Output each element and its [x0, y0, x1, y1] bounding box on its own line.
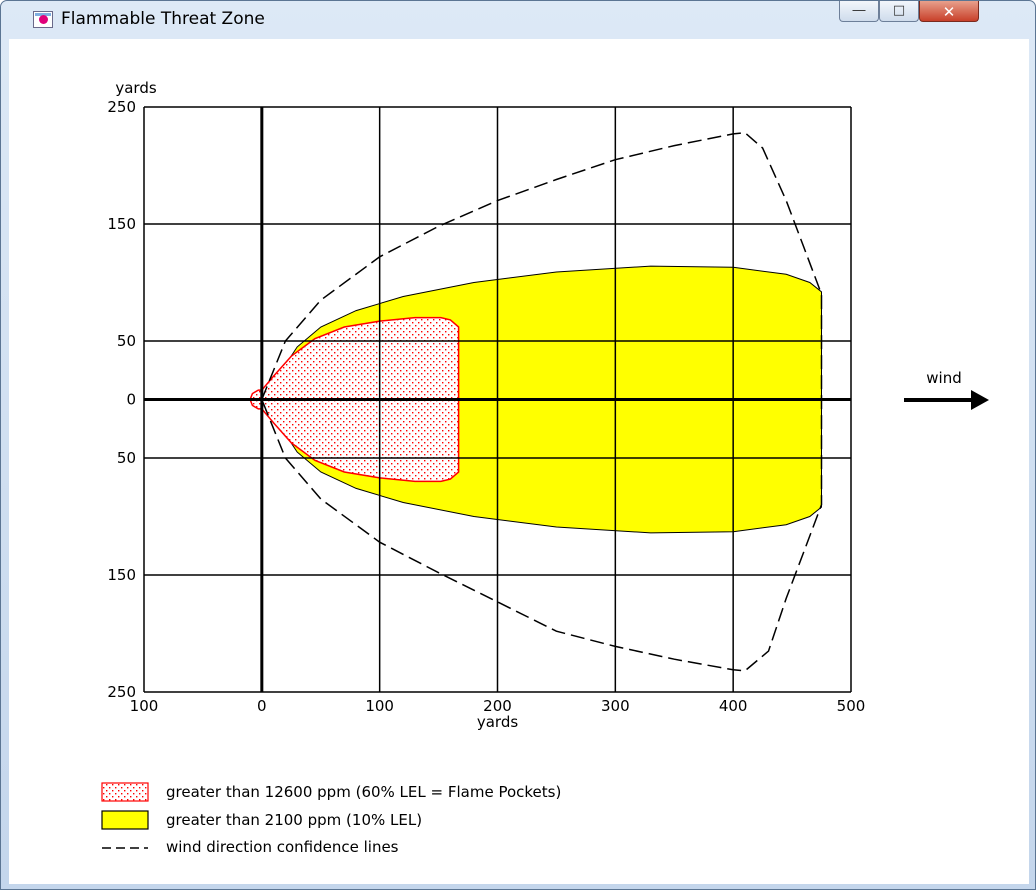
- x-tick-label-1: 0: [257, 697, 267, 715]
- legend-swatch-2100ppm: [101, 810, 149, 830]
- maximize-icon: □: [892, 3, 906, 18]
- x-axis-title: yards: [477, 713, 518, 731]
- close-button[interactable]: ✕: [919, 1, 979, 22]
- legend-label-2: wind direction confidence lines: [166, 838, 399, 856]
- legend-label-1: greater than 2100 ppm (10% LEL): [166, 811, 422, 829]
- y-tick-label-1: 150: [107, 215, 136, 233]
- y-tick-label-5: 150: [107, 566, 136, 584]
- wind-label: wind: [926, 369, 961, 387]
- maximize-button[interactable]: □: [879, 1, 919, 22]
- x-tick-label-0: 100: [130, 697, 159, 715]
- x-tick-label-5: 400: [719, 697, 748, 715]
- x-tick-label-4: 300: [601, 697, 630, 715]
- x-tick-label-2: 100: [365, 697, 394, 715]
- y-tick-label-3: 0: [126, 391, 136, 409]
- y-tick-label-4: 50: [117, 449, 136, 467]
- chart-area: 100 0 100 200 300 400 500 250 150 50 0 50 150 250 yard…: [9, 39, 1029, 884]
- window-title: Flammable Threat Zone: [61, 9, 265, 29]
- minimize-icon: ―: [852, 3, 866, 18]
- app-window-icon[interactable]: [33, 11, 53, 28]
- legend-swatch-12600ppm: [101, 782, 149, 802]
- title-bar[interactable]: Flammable Threat Zone ― □ ✕: [1, 1, 1035, 39]
- legend-label-0: greater than 12600 ppm (60% LEL = Flame …: [166, 783, 561, 801]
- y-tick-label-2: 50: [117, 332, 136, 350]
- x-tick-label-6: 500: [837, 697, 866, 715]
- y-axis-title: yards: [115, 79, 156, 97]
- threat-zone-chart: 100 0 100 200 300 400 50025015050050150250yard…: [101, 79, 989, 856]
- minimize-button[interactable]: ―: [839, 1, 879, 22]
- close-icon: ✕: [942, 3, 956, 21]
- y-tick-label-6: 250: [107, 683, 136, 701]
- series-wind-confidence-line: [261, 131, 823, 672]
- y-tick-label-0: 250: [107, 98, 136, 116]
- wind-arrow-icon: [971, 390, 989, 410]
- x-tick-label-3: 200: [483, 697, 512, 715]
